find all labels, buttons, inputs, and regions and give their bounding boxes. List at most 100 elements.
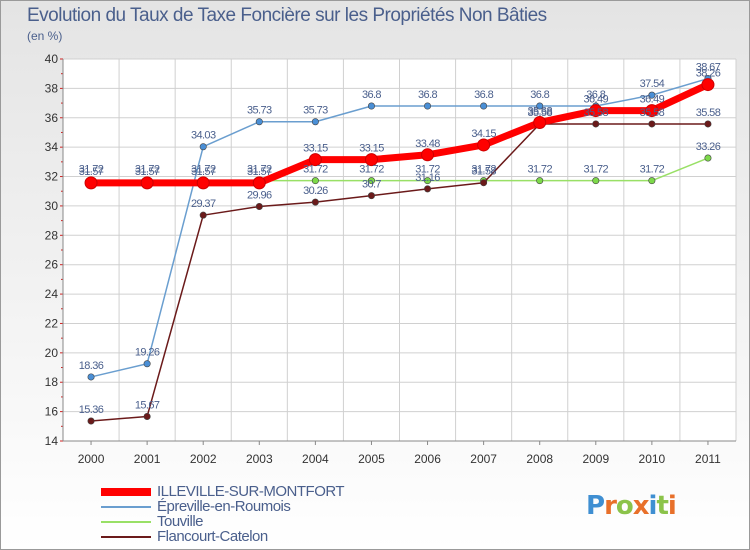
data-label: 36.49 — [584, 94, 609, 106]
data-point — [424, 177, 432, 185]
y-tick-label: 28 — [45, 228, 59, 242]
data-label: 31.72 — [359, 164, 384, 176]
y-tick-label: 18 — [45, 375, 59, 389]
legend-swatch — [101, 536, 151, 538]
data-label: 31.57 — [191, 166, 216, 178]
data-label: 31.58 — [471, 166, 496, 178]
y-tick-label: 20 — [45, 346, 59, 360]
data-point — [255, 203, 263, 211]
y-tick-label: 24 — [45, 287, 59, 301]
data-point — [311, 118, 319, 126]
chart-unit: (en %) — [27, 29, 63, 43]
data-point — [533, 115, 547, 129]
data-point — [311, 198, 319, 206]
x-tick-label: 2005 — [358, 452, 385, 466]
legend-label: Touville — [157, 513, 204, 530]
data-label: 30.26 — [303, 185, 328, 197]
data-label: 31.57 — [247, 166, 272, 178]
data-label: 31.72 — [191, 164, 216, 176]
data-label: 36.8 — [586, 89, 605, 101]
data-label: 35.73 — [247, 105, 272, 117]
legend-swatch — [101, 488, 151, 496]
data-label: 31.72 — [471, 164, 496, 176]
data-label: 36.8 — [530, 89, 549, 101]
data-point — [648, 120, 656, 128]
x-tick-label: 2004 — [302, 452, 329, 466]
data-point — [143, 412, 151, 420]
x-tick-label: 2000 — [78, 452, 105, 466]
data-label: 18.36 — [79, 360, 104, 372]
y-tick-label: 38 — [45, 81, 59, 95]
data-label: 31.72 — [584, 164, 609, 176]
data-point — [648, 91, 656, 99]
data-point — [143, 360, 151, 368]
data-point — [196, 176, 210, 190]
y-tick-label: 40 — [45, 52, 59, 66]
data-label: 36.8 — [474, 89, 493, 101]
data-label: 34.15 — [471, 128, 496, 140]
data-label: 35.68 — [527, 105, 552, 117]
y-tick-label: 14 — [45, 434, 59, 448]
data-label: 31.72 — [135, 164, 160, 176]
logo-letter: i — [667, 491, 677, 521]
legend-swatch — [101, 521, 151, 523]
x-tick-label: 2001 — [134, 452, 161, 466]
data-label: 29.37 — [191, 198, 216, 210]
data-point — [645, 104, 659, 118]
data-point — [308, 153, 322, 167]
data-label: 33.15 — [303, 143, 328, 155]
data-label: 31.72 — [79, 164, 104, 176]
data-point — [589, 104, 603, 118]
data-point — [364, 153, 378, 167]
data-point — [424, 102, 432, 110]
x-tick-label: 2006 — [414, 452, 441, 466]
data-label: 31.16 — [415, 172, 440, 184]
data-point — [84, 176, 98, 190]
data-point — [480, 179, 488, 187]
logo-letter: P — [586, 491, 605, 521]
y-tick-label: 30 — [45, 199, 59, 213]
x-tick-label: 2009 — [582, 452, 609, 466]
series-line-3 — [90, 123, 709, 422]
data-label: 35.58 — [584, 107, 609, 119]
y-tick-label: 34 — [45, 140, 59, 154]
data-label: 33.15 — [359, 143, 384, 155]
y-tick-label: 36 — [45, 111, 59, 125]
logo-letter: i — [648, 491, 658, 521]
data-point — [704, 154, 712, 162]
data-point — [424, 185, 432, 193]
chart-title: Evolution du Taux de Taxe Foncière sur l… — [27, 5, 547, 26]
data-label: 36.8 — [418, 89, 437, 101]
data-label: 33.48 — [415, 138, 440, 150]
data-point — [199, 143, 207, 151]
data-label: 38.67 — [696, 62, 721, 74]
x-tick-label: 2008 — [526, 452, 553, 466]
data-point — [477, 138, 491, 152]
y-tick-label: 22 — [45, 316, 59, 330]
data-label: 37.54 — [640, 78, 665, 90]
data-point — [87, 373, 95, 381]
data-label: 29.96 — [247, 190, 272, 202]
data-point — [536, 177, 544, 185]
logo-letter: x — [632, 491, 650, 521]
x-tick-label: 2010 — [639, 452, 666, 466]
data-label: 36.8 — [362, 89, 381, 101]
data-label: 31.72 — [415, 164, 440, 176]
data-point — [367, 192, 375, 200]
legend-label: ILLEVILLE-SUR-MONTFORT — [157, 483, 345, 500]
data-point — [255, 118, 263, 126]
data-label: 15.36 — [79, 404, 104, 416]
legend-label: Épreville-en-Roumois — [157, 498, 291, 515]
data-label: 36.49 — [640, 94, 665, 106]
data-label: 19.26 — [135, 347, 160, 359]
logo-letter: r — [604, 491, 617, 521]
data-point — [704, 120, 712, 128]
y-tick-label: 26 — [45, 258, 59, 272]
legend-swatch — [101, 506, 151, 508]
y-tick-label: 32 — [45, 170, 59, 184]
data-label: 31.57 — [135, 166, 160, 178]
data-point — [701, 78, 715, 92]
logo-letter: o — [615, 491, 634, 521]
data-label: 38.26 — [696, 68, 721, 80]
